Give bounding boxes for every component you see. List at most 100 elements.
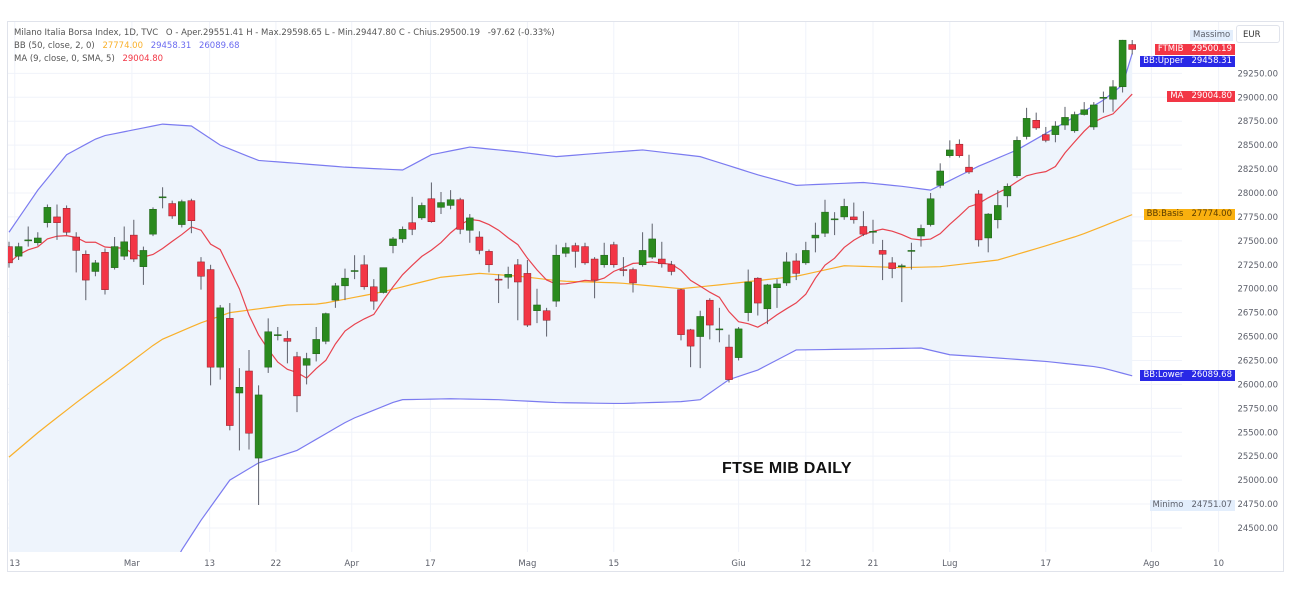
price-tick-label: 25250.00 [1237,452,1278,462]
time-tick-label: 13 [204,559,215,569]
price-tick-label: 26250.00 [1237,356,1278,366]
legend-ohlc: O - Aper.29551.41 H - Max.29598.65 L - M… [165,28,481,38]
candle [610,241,618,268]
candle-body-down [494,278,503,281]
candle [360,255,368,290]
candle-body-down [850,216,858,221]
price-tick-label: 27500.00 [1237,237,1278,247]
chart-annotation[interactable]: FTSE MIB DAILY [722,460,852,477]
minimo-label: Minimo [1152,500,1184,510]
time-tick-label: 21 [868,559,879,569]
candle [648,223,656,260]
legend-change: -97.62 (-0.33%) [487,28,555,38]
candle [706,298,714,340]
time-tick-label: 13 [9,559,20,569]
candle [168,200,176,219]
candle-body-up [216,307,224,368]
candle [523,259,532,327]
candle [331,282,340,308]
candle [590,257,599,299]
candle-body-up [994,205,1002,221]
time-tick-label: 22 [270,559,281,569]
candle [878,239,887,281]
candle-body-down [542,310,551,321]
candle-body-up [1051,125,1060,135]
candle-body-up [562,247,570,254]
candle-body-up [43,207,52,223]
ma-line [8,93,1133,379]
candle [466,214,474,243]
candle [475,231,484,255]
candle-body-up [926,198,935,225]
bb-lower-line [180,347,1133,552]
price-tick-label: 28000.00 [1237,189,1278,199]
candle-body-up [1061,117,1069,126]
price-tick-label: 28250.00 [1237,165,1278,175]
candle-body-down [965,166,973,173]
candle [1061,106,1069,130]
candle [514,259,522,321]
time-tick-label: 17 [425,559,436,569]
price-tick-label: 28500.00 [1237,141,1278,151]
candle-body-up [696,316,704,337]
candle-body-up [869,231,877,233]
candle-body-down [283,338,292,342]
candle [802,241,810,265]
candle [638,232,647,267]
candle [821,199,829,238]
legend-bb-row[interactable]: BB (50, close, 2, 0) 27774.00 29458.31 2… [14,40,245,52]
candle [72,232,80,273]
price-tick-label: 25750.00 [1237,404,1278,414]
candle-body-up [149,209,157,235]
candle-body-up [802,250,810,264]
time-tick-label: Ago [1143,559,1159,569]
candle-body-up [322,313,330,342]
price-badge-bb-basis: BB:Basis 27774.00 [1143,209,1235,221]
candle [782,252,791,286]
candle-body-up [350,270,359,272]
candle-body-up [1022,118,1031,137]
candle [917,224,925,247]
candle-body-up [437,202,445,208]
candle-body-down [206,269,215,368]
badge-name: BB:Upper [1143,55,1184,66]
legend-ma-row[interactable]: MA (9, close, 0, SMA, 5) 29004.80 [14,53,168,65]
candle-body-down [706,299,714,326]
candle-body-up [830,218,839,221]
candle [197,257,205,290]
candle-body-down [725,346,733,380]
candle-body-up [1099,97,1108,99]
candle [984,213,992,253]
candle-body-down [523,273,532,326]
price-tick-label: 26000.00 [1237,380,1278,390]
legend-symbol[interactable]: Milano Italia Borsa Index, 1D, TVC [14,28,159,38]
price-tick-label: 24500.00 [1237,524,1278,534]
candle-body-down [187,200,196,222]
badge-name: BB:Lower [1143,370,1184,381]
candle-body-down [427,198,436,222]
candle [888,257,896,279]
candle [1032,112,1040,130]
time-tick-label: 17 [1040,559,1051,569]
candle [101,248,109,295]
candle-body-down [1032,120,1040,129]
candle [254,385,263,505]
candle [1051,121,1060,143]
candle [504,266,512,289]
legend-ma-value: 29004.80 [122,54,164,64]
candle [283,330,292,364]
price-tick-label: 25000.00 [1237,476,1278,486]
candle [677,288,685,341]
candle-body-up [331,285,340,301]
price-tick-label: 25500.00 [1237,428,1278,438]
currency-selector[interactable]: EUR [1236,25,1280,43]
price-tick-label: 28750.00 [1237,117,1278,127]
candle-body-up [235,387,244,394]
candle [370,279,378,310]
badge-value: 29500.19 [1191,43,1232,54]
candle-body-up [139,250,148,267]
candle-body-down [62,208,71,233]
candle-body-up [14,246,23,257]
candle-body-down [197,261,205,277]
